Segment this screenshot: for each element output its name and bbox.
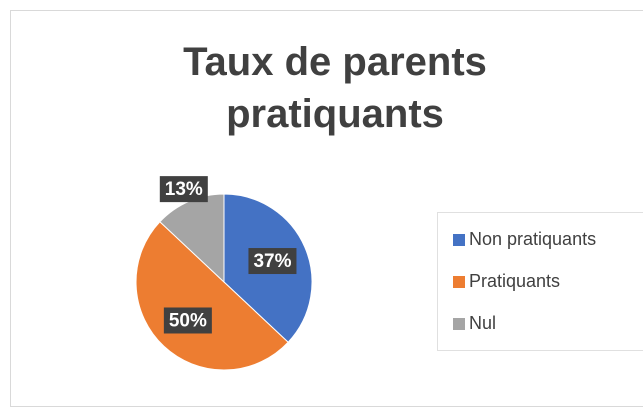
- legend-swatch: [453, 276, 465, 288]
- data-label: 50%: [169, 311, 207, 332]
- legend-label: Pratiquants: [469, 271, 560, 291]
- legend-label: Nul: [469, 313, 496, 333]
- legend-label: Non pratiquants: [469, 229, 596, 249]
- legend-swatch: [453, 234, 465, 246]
- data-label-bg: [248, 248, 297, 275]
- data-label: 13%: [165, 179, 203, 200]
- legend-box: [437, 212, 643, 351]
- data-label-bg: [159, 176, 208, 203]
- legend-swatch: [453, 318, 465, 330]
- data-label-bg: [163, 307, 212, 334]
- chart-title: Taux de parents pratiquants: [183, 40, 487, 136]
- data-label: 37%: [253, 251, 291, 272]
